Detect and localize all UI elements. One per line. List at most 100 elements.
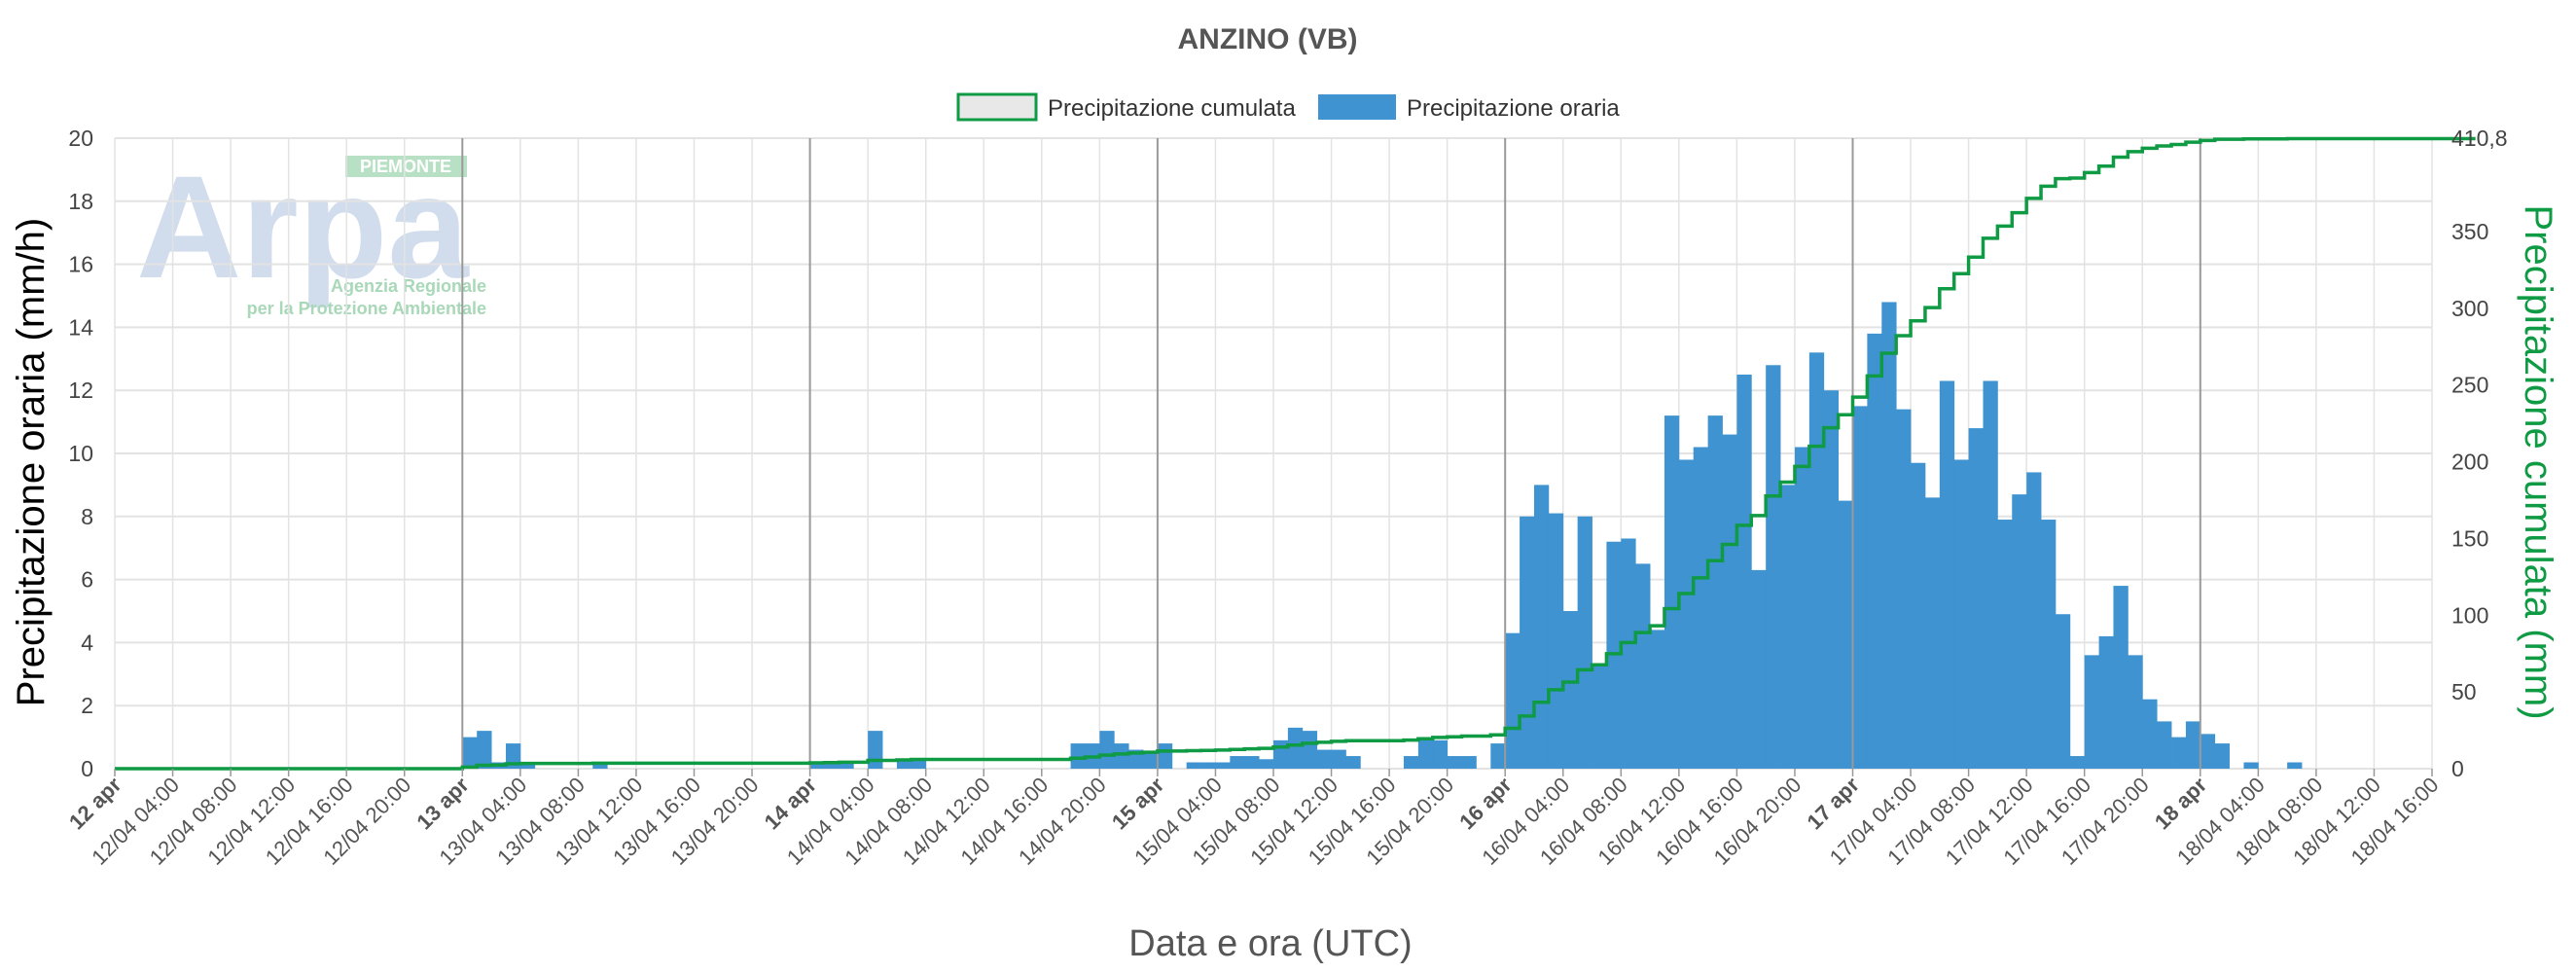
y-tick-left: 8 <box>81 504 93 529</box>
cumulative-line <box>115 136 2476 771</box>
hourly-bar <box>1794 447 1810 769</box>
y-tick-right: 0 <box>2451 756 2464 781</box>
hourly-bar <box>2157 721 2172 769</box>
hourly-bar <box>1230 756 1245 769</box>
hourly-bar <box>1331 749 1346 769</box>
logo-region-badge <box>345 156 467 177</box>
y-tick-left: 10 <box>68 441 93 466</box>
legend-item-cumulative[interactable]: Precipitazione cumulata <box>956 92 1296 122</box>
y-tick-left: 20 <box>68 126 93 151</box>
hourly-bar <box>1287 727 1304 769</box>
day-lines <box>461 138 2201 769</box>
hourly-bar <box>1244 756 1260 769</box>
hourly-bar <box>1461 756 1477 769</box>
hourly-bar <box>2214 743 2230 769</box>
hourly-bar <box>1707 415 1723 769</box>
legend-item-hourly[interactable]: Precipitazione oraria <box>1318 94 1620 122</box>
y-tick-right: 100 <box>2451 602 2488 628</box>
hourly-bar <box>1896 409 1912 769</box>
hourly-bar <box>1070 743 1086 769</box>
hourly-bar <box>1186 762 1201 769</box>
hourly-bar <box>1678 459 1695 769</box>
hourly-bar <box>1417 739 1434 769</box>
y-tick-left: 2 <box>81 693 93 718</box>
hourly-bar <box>1924 497 1941 769</box>
hourly-bar <box>2055 614 2071 769</box>
y-tick-right: 150 <box>2451 525 2488 551</box>
hourly-bar <box>1867 333 1882 769</box>
hourly-bar <box>1766 365 1781 769</box>
legend-swatch-cumulative <box>956 92 1038 122</box>
hourly-bar <box>1548 513 1564 769</box>
hourly-bar <box>519 762 536 769</box>
hourly-bar <box>1881 302 1897 769</box>
hourly-bar <box>809 762 825 769</box>
arpa-logo: Arpa PIEMONTE Agenzia Regionale per la P… <box>136 145 486 318</box>
legend-label-hourly: Precipitazione oraria <box>1407 95 1620 122</box>
hourly-bar <box>2171 737 2187 769</box>
y-tick-left: 0 <box>81 756 93 781</box>
hourly-bar <box>1635 563 1651 769</box>
hourly-bar <box>896 759 912 769</box>
hourly-bar <box>1259 759 1274 769</box>
hourly-bar <box>1852 406 1868 769</box>
hourly-bar <box>1505 632 1521 769</box>
y-tick-right: 410,8 <box>2451 126 2508 151</box>
hourly-bar <box>911 759 927 769</box>
hourly-bar <box>1968 428 1984 769</box>
logo-line2: per la Protezione Ambientale <box>247 299 486 318</box>
y-axis-left-title: Precipitazione oraria (mm/h) <box>10 218 53 706</box>
legend: Precipitazione cumulata Precipitazione o… <box>956 92 1620 122</box>
hourly-bar <box>1490 743 1506 769</box>
hourly-bar <box>2098 635 2114 769</box>
hourly-bar <box>592 762 608 769</box>
hourly-bar <box>2200 734 2216 769</box>
y-tick-right: 250 <box>2451 373 2488 398</box>
hourly-bar <box>1533 485 1550 769</box>
hourly-bar <box>1621 538 1636 769</box>
hourly-bar <box>2128 655 2143 769</box>
y-tick-left: 6 <box>81 567 93 593</box>
hourly-bar <box>2041 520 2057 769</box>
hourly-bar <box>1273 739 1289 769</box>
hourly-bar <box>1780 485 1796 769</box>
y-tick-left: 18 <box>68 189 93 214</box>
hourly-bar <box>1983 380 1998 769</box>
y-axis-right: 0 50 100 150 200 250 300 350 410,8 <box>2451 126 2508 781</box>
hourly-bar <box>1592 665 1607 769</box>
hourly-bar <box>2012 494 2027 769</box>
hourly-bar <box>1823 390 1840 769</box>
hourly-bar <box>1953 459 1969 769</box>
hourly-bar <box>1157 743 1173 769</box>
hourly-bar <box>2243 762 2259 769</box>
hourly-bar <box>1650 630 1665 769</box>
hourly-bar <box>1736 375 1752 769</box>
hourly-bar <box>2084 655 2099 769</box>
hourly-bar <box>1099 731 1115 769</box>
y-tick-right: 200 <box>2451 450 2488 475</box>
y-tick-right: 350 <box>2451 219 2488 244</box>
hourly-bar <box>2113 586 2129 769</box>
hourly-bar <box>1302 731 1318 769</box>
hourly-bar <box>1316 749 1332 769</box>
x-axis-title: Data e ora (UTC) <box>1128 923 1412 964</box>
hourly-bar <box>1447 756 1462 769</box>
hourly-bar <box>1562 611 1579 769</box>
hourly-bar <box>1664 415 1680 769</box>
hourly-bar <box>1808 352 1825 769</box>
hourly-bar <box>2287 762 2303 769</box>
hourly-bar <box>839 762 854 769</box>
hourly-bar <box>1693 447 1709 769</box>
hourly-bar <box>868 731 883 769</box>
hourly-bar <box>1997 520 2013 769</box>
y-tick-left: 16 <box>68 252 93 277</box>
y-tick-right: 300 <box>2451 296 2488 321</box>
hourly-bar <box>1215 762 1231 769</box>
hourly-bar <box>2142 699 2158 769</box>
hourly-bar <box>1114 743 1129 769</box>
logo-line1: Agenzia Regionale <box>331 276 486 296</box>
y-tick-right: 50 <box>2451 679 2477 704</box>
hourly-bar <box>1345 756 1361 769</box>
